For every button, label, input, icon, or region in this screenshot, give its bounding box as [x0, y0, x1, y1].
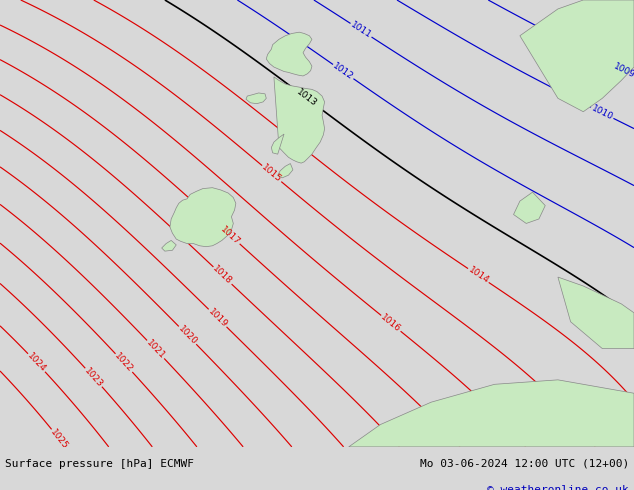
Polygon shape: [349, 380, 634, 447]
Text: 1020: 1020: [176, 324, 198, 346]
Text: © weatheronline.co.uk: © weatheronline.co.uk: [487, 485, 629, 490]
Polygon shape: [278, 164, 293, 178]
Text: 1009: 1009: [612, 61, 634, 80]
Text: 1012: 1012: [331, 61, 355, 82]
Polygon shape: [170, 188, 236, 246]
Text: 1021: 1021: [145, 338, 167, 361]
Text: 1019: 1019: [206, 307, 229, 329]
Text: Surface pressure [hPa] ECMWF: Surface pressure [hPa] ECMWF: [5, 459, 194, 469]
Text: 1016: 1016: [379, 313, 403, 334]
Polygon shape: [162, 241, 176, 251]
Text: 1017: 1017: [219, 224, 242, 246]
Polygon shape: [274, 77, 325, 163]
Text: 1014: 1014: [467, 266, 490, 286]
Text: 1024: 1024: [25, 351, 48, 374]
Text: 1015: 1015: [260, 163, 283, 184]
Text: 1022: 1022: [113, 351, 135, 374]
Polygon shape: [271, 134, 284, 154]
Text: Mo 03-06-2024 12:00 UTC (12+00): Mo 03-06-2024 12:00 UTC (12+00): [420, 459, 629, 469]
Polygon shape: [558, 277, 634, 348]
Text: 1025: 1025: [49, 427, 70, 451]
Text: 1013: 1013: [295, 88, 318, 109]
Polygon shape: [520, 0, 634, 112]
Text: 1018: 1018: [211, 265, 234, 287]
Text: 1011: 1011: [349, 20, 373, 40]
Polygon shape: [246, 93, 266, 104]
Polygon shape: [514, 192, 545, 223]
Polygon shape: [266, 32, 312, 76]
Text: 1023: 1023: [82, 366, 105, 389]
Text: 1010: 1010: [590, 104, 614, 122]
